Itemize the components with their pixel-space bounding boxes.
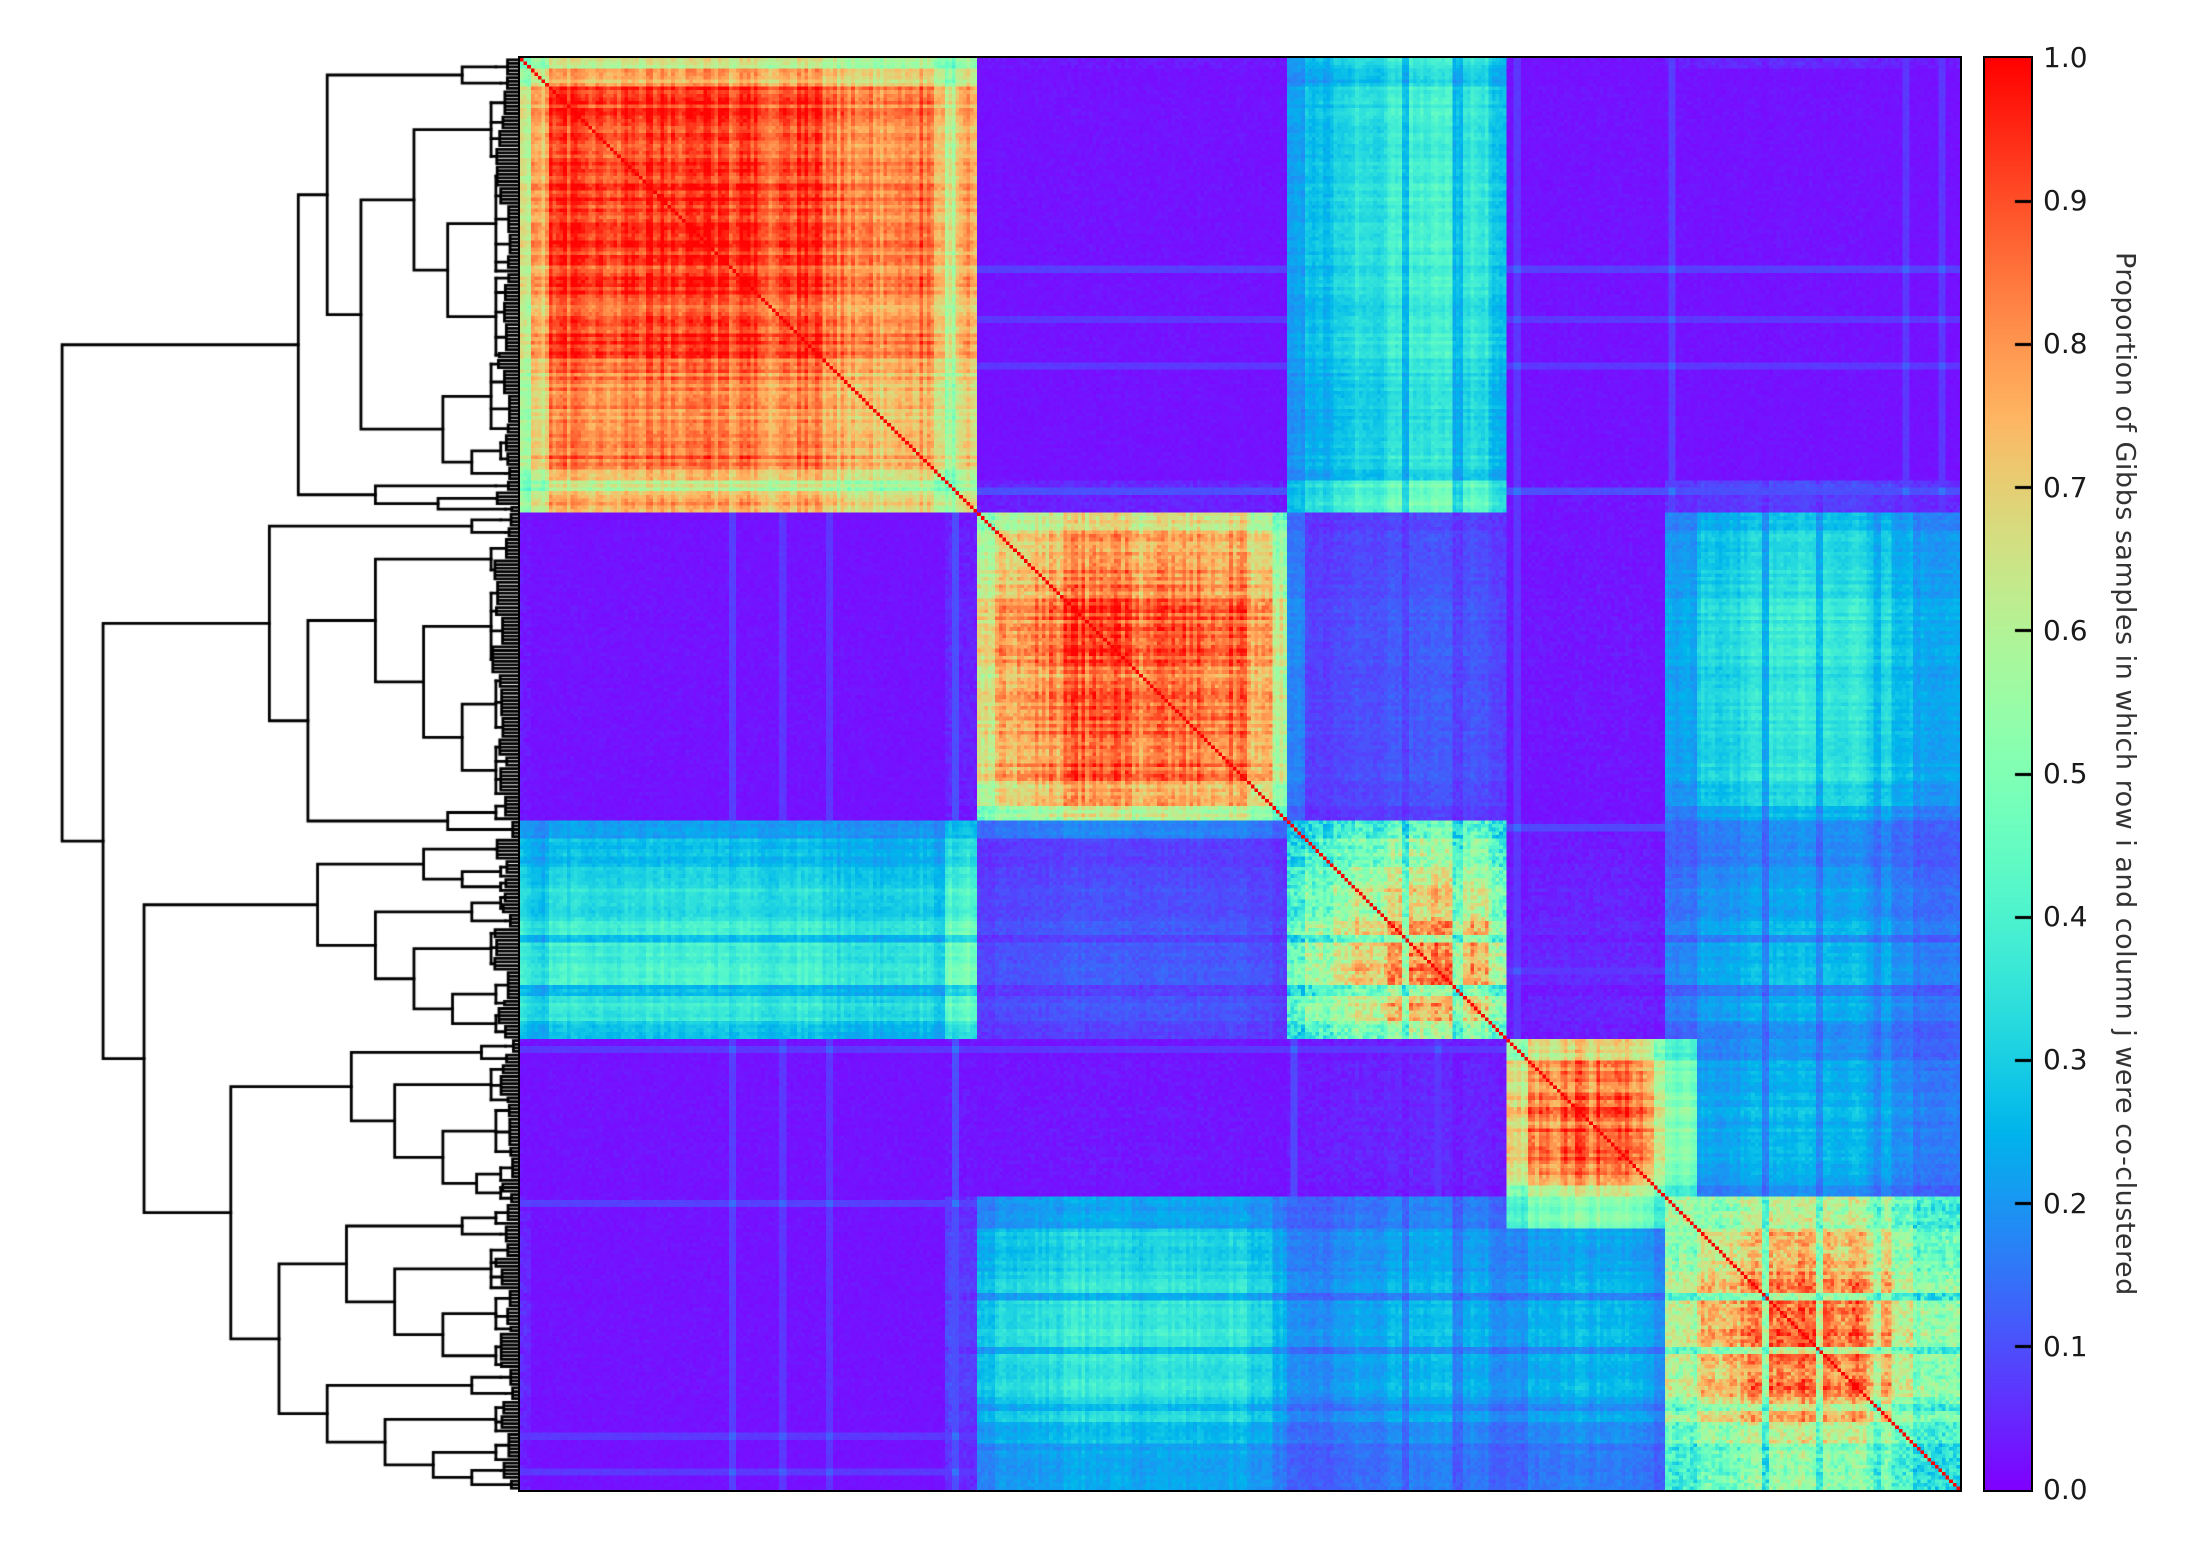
colorbar-tick-labels: 1.0 0.9 0.8 0.7 0.6 0.5 0.4 0.3 0.2 0.1 0.0 [2043, 42, 2123, 1506]
colorbar-tick-label: 0.7 [2043, 470, 2088, 504]
colorbar-tick-label: 0.8 [2043, 327, 2088, 361]
colorbar-tick-label: 0.4 [2043, 900, 2088, 934]
colorbar-tick-label: 1.0 [2043, 41, 2088, 74]
colorbar-tick-label: 0.2 [2043, 1186, 2088, 1220]
colorbar-tick-label: 0.9 [2043, 184, 2088, 218]
colorbar-axis-label: Proportion of Gibbs samples in which row… [2109, 252, 2141, 1296]
colorbar-tick-label: 0.3 [2043, 1043, 2088, 1077]
colorbar-tick-label: 0.0 [2043, 1473, 2088, 1506]
dendrogram-canvas [38, 58, 520, 1490]
heatmap-canvas [518, 56, 1962, 1492]
colorbar-tick-label: 0.5 [2043, 757, 2088, 790]
colorbar-tick-label: 0.1 [2043, 1329, 2088, 1363]
colorbar-tick-label: 0.6 [2043, 613, 2088, 647]
colorbar-canvas [1983, 56, 2033, 1492]
